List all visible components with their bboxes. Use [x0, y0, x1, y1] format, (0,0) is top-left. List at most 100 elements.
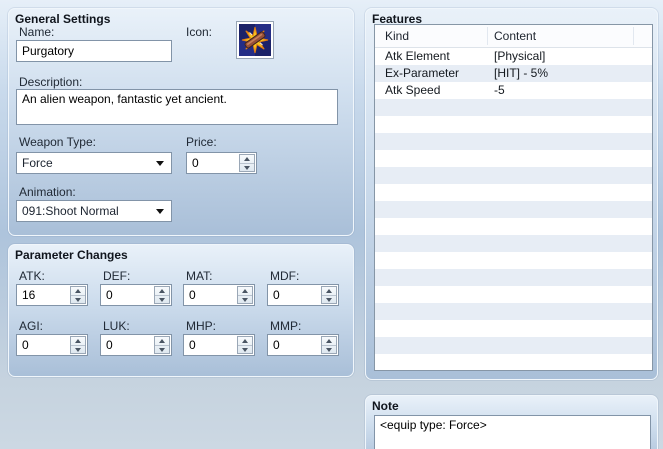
- animation-value: 091:Shoot Normal: [22, 204, 119, 218]
- features-title: Features: [372, 12, 423, 26]
- column-header-content: Content: [494, 29, 537, 43]
- feature-content-cell: [Physical]: [494, 49, 546, 63]
- animation-dropdown[interactable]: 091:Shoot Normal: [16, 200, 172, 222]
- agi-label: AGI:: [19, 319, 44, 333]
- table-row[interactable]: Atk Element [Physical]: [375, 48, 652, 65]
- weapon-type-label: Weapon Type:: [19, 135, 96, 149]
- spin-down-button[interactable]: [155, 296, 169, 304]
- spin-down-button[interactable]: [238, 346, 252, 354]
- spinner-buttons[interactable]: [321, 336, 337, 354]
- spin-up-button[interactable]: [240, 155, 254, 164]
- table-row[interactable]: [375, 337, 652, 354]
- chevron-down-icon: [156, 161, 164, 166]
- description-label: Description:: [19, 75, 83, 89]
- table-row[interactable]: [375, 286, 652, 303]
- features-table-body: Atk Element [Physical] Ex-Parameter [HIT] -…: [375, 48, 652, 370]
- spin-up-button[interactable]: [155, 337, 169, 346]
- table-row[interactable]: [375, 218, 652, 235]
- def-stepper[interactable]: [100, 284, 172, 306]
- table-row[interactable]: [375, 201, 652, 218]
- spin-down-button[interactable]: [322, 346, 336, 354]
- spin-down-button[interactable]: [240, 164, 254, 172]
- spinner-buttons[interactable]: [154, 336, 170, 354]
- table-row[interactable]: [375, 133, 652, 150]
- table-row[interactable]: [375, 184, 652, 201]
- table-row[interactable]: Ex-Parameter [HIT] - 5%: [375, 65, 652, 82]
- spin-up-button[interactable]: [71, 287, 85, 296]
- mhp-label: MHP:: [186, 319, 216, 333]
- feature-kind-cell: Ex-Parameter: [385, 66, 460, 80]
- features-group: Features Kind Content Atk Element [Physic…: [365, 8, 658, 380]
- table-row[interactable]: [375, 303, 652, 320]
- luk-label: LUK:: [103, 319, 130, 333]
- feature-kind-cell: Atk Element: [385, 49, 450, 63]
- price-label: Price:: [186, 135, 217, 149]
- features-table-header: Kind Content: [375, 25, 652, 48]
- spinner-buttons[interactable]: [70, 336, 86, 354]
- name-label: Name:: [19, 25, 55, 39]
- general-settings-group: General Settings Name: Icon: Description…: [8, 8, 354, 236]
- table-row[interactable]: [375, 167, 652, 184]
- table-row[interactable]: [375, 116, 652, 133]
- luk-stepper[interactable]: [100, 334, 172, 356]
- note-title: Note: [372, 399, 399, 413]
- spin-up-button[interactable]: [322, 287, 336, 296]
- table-row[interactable]: Atk Speed -5: [375, 82, 652, 99]
- description-input[interactable]: An alien weapon, fantastic yet ancient.: [16, 89, 338, 125]
- name-input[interactable]: [16, 40, 172, 62]
- weapon-type-dropdown[interactable]: Force: [16, 152, 172, 174]
- mat-stepper[interactable]: [183, 284, 255, 306]
- spinner-buttons[interactable]: [70, 286, 86, 304]
- spinner-buttons[interactable]: [237, 286, 253, 304]
- spin-up-button[interactable]: [322, 337, 336, 346]
- table-row[interactable]: [375, 150, 652, 167]
- weapon-starburst-icon: [239, 24, 271, 56]
- feature-kind-cell: Atk Speed: [385, 83, 441, 97]
- table-row[interactable]: [375, 235, 652, 252]
- def-label: DEF:: [103, 269, 131, 283]
- animation-label: Animation:: [19, 185, 76, 199]
- parameter-changes-group: Parameter Changes ATK: DEF: MAT: MDF: AG…: [8, 244, 354, 377]
- spin-up-button[interactable]: [71, 337, 85, 346]
- spinner-buttons[interactable]: [237, 336, 253, 354]
- spin-up-button[interactable]: [238, 287, 252, 296]
- spin-up-button[interactable]: [238, 337, 252, 346]
- spinner-buttons[interactable]: [154, 286, 170, 304]
- spinner-buttons[interactable]: [321, 286, 337, 304]
- general-settings-title: General Settings: [15, 12, 111, 26]
- agi-stepper[interactable]: [16, 334, 88, 356]
- feature-content-cell: -5: [494, 83, 505, 97]
- chevron-down-icon: [156, 209, 164, 214]
- note-input[interactable]: <equip type: Force>: [374, 415, 651, 449]
- icon-label: Icon:: [186, 25, 213, 39]
- table-row[interactable]: [375, 354, 652, 370]
- table-row[interactable]: [375, 269, 652, 286]
- parameter-changes-title: Parameter Changes: [15, 248, 128, 262]
- features-table[interactable]: Kind Content Atk Element [Physical] Ex-Par…: [374, 24, 653, 371]
- atk-label: ATK:: [19, 269, 45, 283]
- atk-stepper[interactable]: [16, 284, 88, 306]
- table-row[interactable]: [375, 99, 652, 116]
- mdf-stepper[interactable]: [267, 284, 339, 306]
- price-stepper[interactable]: [186, 152, 257, 174]
- spin-down-button[interactable]: [155, 346, 169, 354]
- feature-content-cell: [HIT] - 5%: [494, 66, 549, 80]
- icon-picker[interactable]: [236, 21, 274, 59]
- spin-down-button[interactable]: [322, 296, 336, 304]
- mdf-label: MDF:: [270, 269, 300, 283]
- mhp-stepper[interactable]: [183, 334, 255, 356]
- mmp-stepper[interactable]: [267, 334, 339, 356]
- table-row[interactable]: [375, 320, 652, 337]
- column-header-kind: Kind: [385, 29, 410, 43]
- mat-label: MAT:: [186, 269, 213, 283]
- note-group: Note <equip type: Force>: [365, 395, 658, 449]
- spinner-buttons[interactable]: [239, 154, 255, 172]
- spin-up-button[interactable]: [155, 287, 169, 296]
- spin-down-button[interactable]: [71, 346, 85, 354]
- weapon-type-value: Force: [22, 156, 53, 170]
- table-row[interactable]: [375, 252, 652, 269]
- spin-down-button[interactable]: [71, 296, 85, 304]
- column-divider: [633, 27, 634, 45]
- spin-down-button[interactable]: [238, 296, 252, 304]
